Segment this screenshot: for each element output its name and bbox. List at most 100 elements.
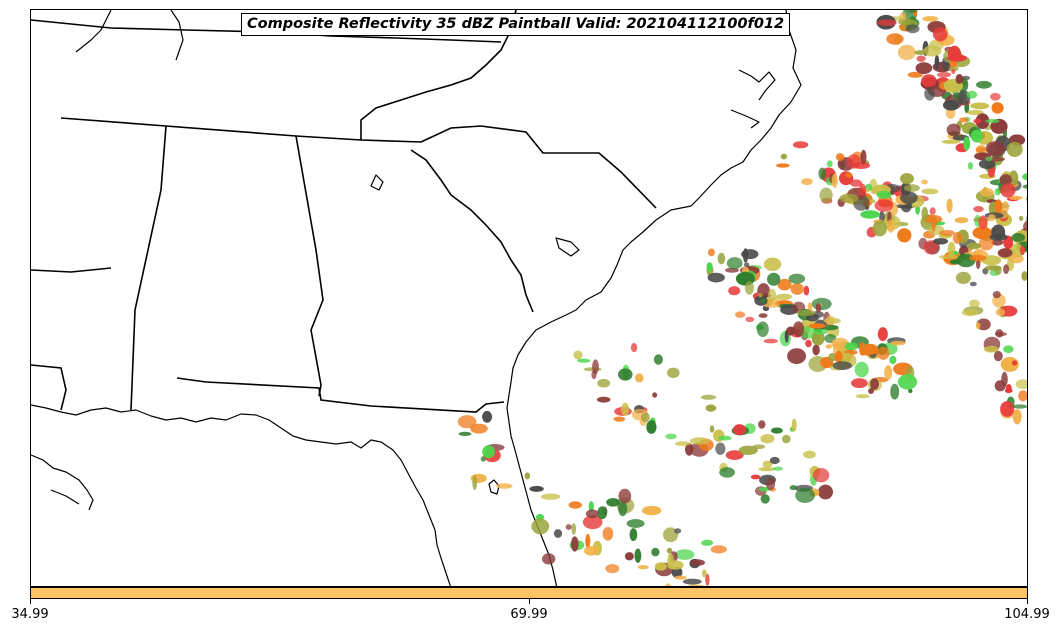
reflectivity-blob xyxy=(787,348,807,364)
reflectivity-blob xyxy=(585,509,599,519)
reflectivity-blob xyxy=(897,228,912,243)
reflectivity-blob xyxy=(1015,379,1027,389)
reflectivity-blob xyxy=(756,321,769,338)
reflectivity-blob xyxy=(818,167,826,180)
reflectivity-blob xyxy=(618,501,628,517)
reflectivity-blob xyxy=(937,71,952,78)
reflectivity-blob xyxy=(705,404,717,412)
reflectivity-blob xyxy=(953,250,959,256)
reflectivity-blob xyxy=(897,374,918,390)
reflectivity-blob xyxy=(1021,271,1027,281)
reflectivity-blob xyxy=(994,332,1008,337)
reflectivity-blob xyxy=(666,547,673,554)
reflectivity-blob xyxy=(1000,183,1016,198)
reflectivity-blob xyxy=(795,487,815,503)
colorbar-label-max: 104.99 xyxy=(1004,607,1050,622)
reflectivity-blob xyxy=(978,159,996,169)
reflectivity-blob xyxy=(861,343,879,355)
reflectivity-blob xyxy=(921,206,929,221)
colorbar-tick-2 xyxy=(1027,599,1028,604)
reflectivity-blob xyxy=(1022,184,1027,189)
colorbar xyxy=(30,587,1028,599)
reflectivity-blob xyxy=(849,179,863,187)
reflectivity-blob xyxy=(915,62,933,74)
reflectivity-blob xyxy=(553,529,563,538)
reflectivity-blob xyxy=(835,153,845,162)
reflectivity-blob xyxy=(976,80,992,89)
reflectivity-blob xyxy=(844,342,859,351)
reflectivity-blob xyxy=(1018,390,1027,402)
reflectivity-blob xyxy=(992,291,1001,299)
reflectivity-blob xyxy=(870,378,879,390)
reflectivity-blob xyxy=(726,257,743,270)
reflectivity-blob xyxy=(457,415,477,429)
reflectivity-blob xyxy=(706,262,713,272)
reflectivity-blob xyxy=(790,283,804,295)
reflectivity-blob xyxy=(718,435,732,441)
reflectivity-blob xyxy=(938,254,959,260)
reflectivity-blob xyxy=(592,359,599,375)
reflectivity-blob xyxy=(630,342,638,353)
reflectivity-blob xyxy=(999,174,1012,186)
reflectivity-blob xyxy=(973,206,984,213)
reflectivity-blob xyxy=(980,187,994,197)
reflectivity-blob xyxy=(1019,215,1024,222)
reflectivity-blob xyxy=(886,33,904,45)
reflectivity-blob xyxy=(969,254,987,261)
reflectivity-blob xyxy=(687,584,705,586)
reflectivity-blob xyxy=(858,183,867,197)
reflectivity-blob xyxy=(903,184,920,192)
reflectivity-blob xyxy=(813,328,828,335)
reflectivity-blob xyxy=(744,281,755,295)
reflectivity-blob xyxy=(674,528,682,534)
reflectivity-blob xyxy=(815,303,822,313)
reflectivity-blob xyxy=(540,493,561,500)
colorbar-label-min: 34.99 xyxy=(11,607,49,622)
reflectivity-blob xyxy=(877,327,888,342)
reflectivity-blob xyxy=(860,149,867,165)
reflectivity-blob xyxy=(596,396,611,403)
reflectivity-blob xyxy=(803,450,816,459)
reflectivity-blob xyxy=(621,402,630,416)
reflectivity-blob xyxy=(602,527,614,541)
reflectivity-blob xyxy=(613,416,626,422)
reflectivity-blob xyxy=(1009,254,1024,264)
reflectivity-blob xyxy=(1025,196,1027,202)
reflectivity-blob xyxy=(955,74,964,84)
reflectivity-blob xyxy=(997,248,1013,258)
reflectivity-blob xyxy=(934,54,940,70)
reflectivity-blob xyxy=(745,316,755,323)
reflectivity-blob xyxy=(970,129,983,143)
reflectivity-blob xyxy=(582,515,603,530)
reflectivity-blob xyxy=(969,281,977,287)
reflectivity-blob xyxy=(701,539,714,546)
reflectivity-blob xyxy=(707,272,725,283)
reflectivity-blob xyxy=(588,501,594,512)
reflectivity-blob xyxy=(959,117,969,123)
reflectivity-blob xyxy=(626,519,645,528)
reflectivity-blob xyxy=(973,118,982,124)
reflectivity-blob xyxy=(921,188,939,195)
reflectivity-blob xyxy=(963,136,971,151)
reflectivity-blob xyxy=(994,380,1006,392)
reflectivity-blob xyxy=(855,394,870,399)
reflectivity-blob xyxy=(981,255,1002,266)
reflectivity-blob xyxy=(1012,404,1027,409)
reflectivity-blob xyxy=(531,518,550,535)
reflectivity-blob xyxy=(742,248,749,263)
reflectivity-blob xyxy=(985,141,1006,156)
reflectivity-blob xyxy=(665,583,671,586)
reflectivity-blob xyxy=(763,303,781,308)
reflectivity-blob xyxy=(792,141,809,149)
reflectivity-blob xyxy=(1012,409,1022,425)
reflectivity-blob xyxy=(470,423,488,434)
reflectivity-blob xyxy=(685,443,694,456)
reflectivity-blob xyxy=(954,217,969,224)
reflectivity-blob xyxy=(1009,170,1019,186)
reflectivity-blob xyxy=(760,494,770,504)
reflectivity-blob xyxy=(929,207,936,215)
reflectivity-blob xyxy=(777,278,792,291)
reflectivity-blob xyxy=(690,559,705,566)
reflectivity-blob xyxy=(618,488,632,504)
reflectivity-blob xyxy=(667,553,674,570)
